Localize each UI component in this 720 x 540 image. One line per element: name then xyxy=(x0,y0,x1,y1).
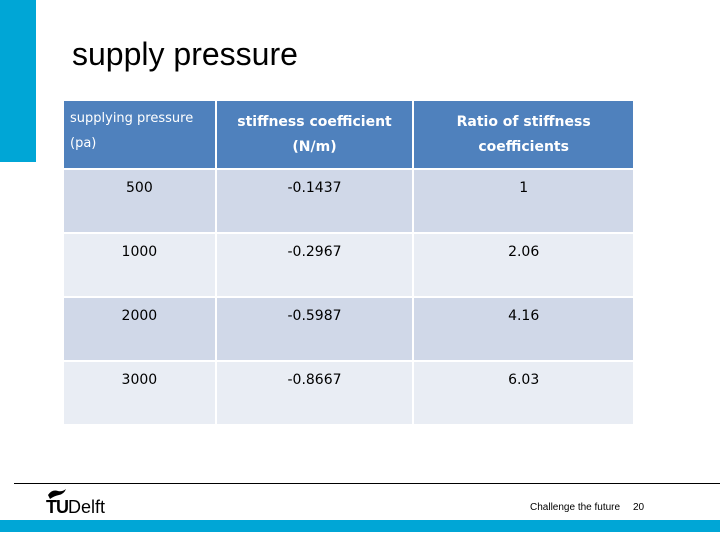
cell-ratio: 6.03 xyxy=(414,362,633,424)
cell-stiffness: -0.5987 xyxy=(216,298,413,360)
cell-pressure: 3000 xyxy=(64,362,215,424)
data-table: supplying pressure (pa) stiffness coeffi… xyxy=(62,99,635,426)
header-ratio: Ratio of stiffness coefficients xyxy=(414,101,633,168)
cell-pressure: 2000 xyxy=(64,298,215,360)
slide-title: supply pressure xyxy=(72,36,298,72)
cell-ratio: 2.06 xyxy=(414,234,633,296)
header-stiffness-coefficient: stiffness coefficient (N/m) xyxy=(216,101,413,168)
tu-delft-flame-icon xyxy=(48,489,66,499)
cell-pressure: 1000 xyxy=(64,234,215,296)
cell-pressure: 500 xyxy=(64,170,215,232)
footer-divider xyxy=(14,483,720,484)
page-number: 20 xyxy=(633,502,645,513)
tagline: Challenge the future xyxy=(530,502,621,513)
cell-ratio: 4.16 xyxy=(414,298,633,360)
cell-ratio: 1 xyxy=(414,170,633,232)
header-supplying-pressure: supplying pressure (pa) xyxy=(64,101,215,168)
table-header-row: supplying pressure (pa) stiffness coeffi… xyxy=(64,101,633,168)
logo-delft: Delft xyxy=(68,497,106,517)
table-row: 500 -0.1437 1 xyxy=(64,170,633,232)
table-row: 3000 -0.8667 6.03 xyxy=(64,362,633,424)
cell-stiffness: -0.1437 xyxy=(216,170,413,232)
cell-stiffness: -0.8667 xyxy=(216,362,413,424)
cell-stiffness: -0.2967 xyxy=(216,234,413,296)
logo-tu: TU xyxy=(46,497,69,517)
accent-bar xyxy=(0,0,36,162)
table-row: 2000 -0.5987 4.16 xyxy=(64,298,633,360)
table-row: 1000 -0.2967 2.06 xyxy=(64,234,633,296)
tu-delft-logo: TUDelft xyxy=(46,497,105,518)
footer-accent-bar xyxy=(0,520,720,532)
